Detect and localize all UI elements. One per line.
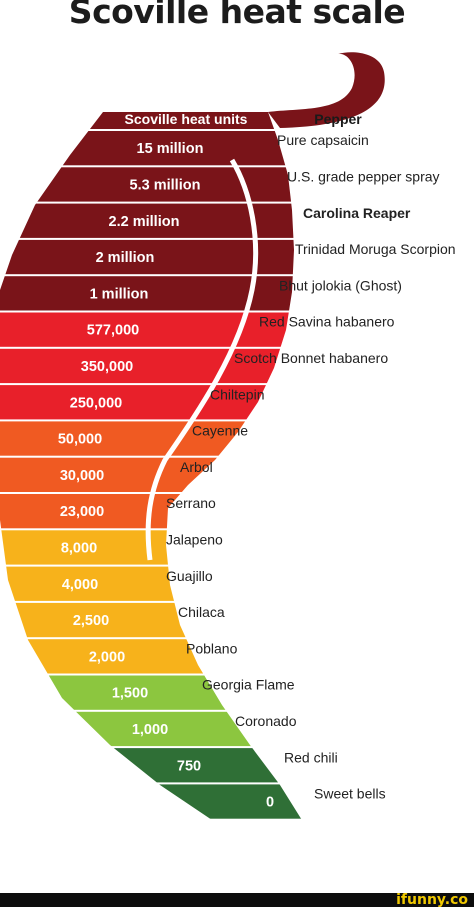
pepper-name: Georgia Flame: [202, 677, 295, 693]
pepper-name: Red chili: [284, 749, 338, 765]
pepper-name: Chilaca: [178, 604, 225, 620]
heat-band: [0, 276, 318, 311]
pepper-name: Bhut jolokia (Ghost): [279, 277, 402, 293]
heat-band: [0, 784, 318, 819]
shu-value: 350,000: [81, 359, 133, 375]
shu-value: 23,000: [60, 504, 104, 520]
shu-value: 8,000: [61, 540, 97, 556]
shu-value: 15 million: [137, 141, 204, 157]
shu-value: 577,000: [87, 323, 139, 339]
pepper-name: Arbol: [180, 459, 213, 475]
heat-band: [0, 602, 318, 638]
shu-value: 30,000: [60, 468, 104, 484]
value-labels: 15 million 5.3 million 2.2 million 2 millio…: [58, 141, 274, 810]
shu-value: 2 million: [96, 250, 155, 266]
pepper-name: Serrano: [166, 495, 216, 511]
heat-band: [0, 748, 318, 783]
shu-value: 750: [177, 758, 201, 774]
pepper-name: Scotch Bonnet habanero: [234, 350, 388, 366]
heat-band: [0, 131, 318, 166]
heat-band: [0, 312, 318, 347]
pepper-name: Guajillo: [166, 568, 213, 584]
shu-value: 2,000: [89, 649, 125, 665]
pepper-name: Red Savina habanero: [259, 314, 395, 330]
shu-value: 1 million: [90, 286, 149, 302]
heat-band: [0, 239, 318, 275]
pepper-name: Carolina Reaper: [303, 205, 411, 221]
pepper-name: Cayenne: [192, 423, 248, 439]
shu-value: 0: [266, 795, 274, 811]
pepper-name: Poblano: [186, 640, 238, 656]
pepper-name: Pure capsaicin: [277, 132, 369, 148]
shu-value: 1,000: [132, 722, 168, 738]
header-units: Scoville heat units: [125, 111, 248, 127]
pepper-name: U.S. grade pepper spray: [287, 168, 440, 184]
pepper-name: Coronado: [235, 713, 297, 729]
header-pepper: Pepper: [314, 111, 362, 127]
pepper-stem: [268, 52, 385, 128]
heat-band: [0, 348, 318, 384]
page-title: Scoville heat scale: [68, 0, 406, 31]
watermark: ifunny.co: [396, 892, 468, 908]
shu-value: 50,000: [58, 432, 102, 448]
pepper-highlight: [145, 158, 259, 561]
shu-value: 1,500: [112, 686, 148, 702]
shu-value: 2.2 million: [109, 214, 180, 230]
shu-value: 250,000: [70, 395, 122, 411]
pepper-name: Jalapeno: [166, 531, 223, 547]
pepper-name: Chiltepin: [210, 386, 264, 402]
shu-value: 5.3 million: [130, 177, 201, 193]
pepper-name: Sweet bells: [314, 786, 386, 802]
shu-value: 4,000: [62, 577, 98, 593]
pepper-names: Pure capsaicin U.S. grade pepper spray Car…: [166, 132, 456, 801]
pepper-name: Trinidad Moruga Scorpion: [295, 241, 456, 257]
shu-value: 2,500: [73, 613, 109, 629]
heat-band: [0, 203, 318, 238]
footer-bar: [0, 893, 474, 907]
